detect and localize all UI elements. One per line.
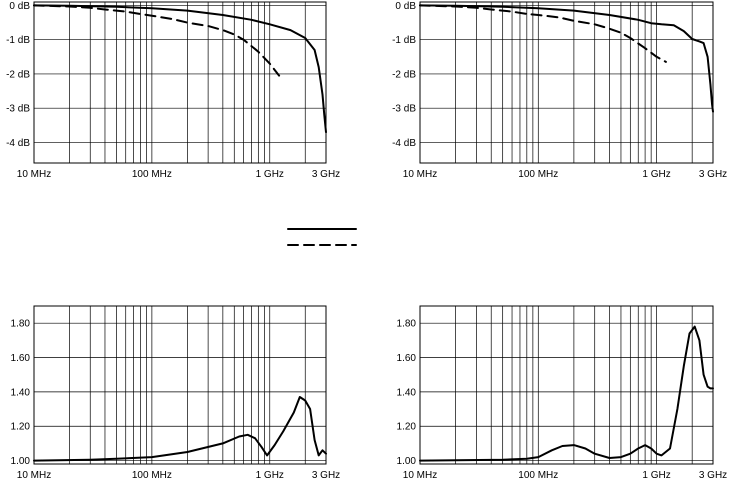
y-tick-label: 1.80 [397, 319, 417, 330]
y-tick-label: -1 dB [392, 35, 416, 46]
chart-bottom-right: 1.00 1.20 1.40 1.60 1.80 10 MHz 100 MHz 1 GHz 3 … [397, 305, 727, 481]
y-tick-label: 1.20 [397, 422, 417, 433]
x-tick-label: 1 GHz [642, 470, 670, 481]
x-tick-label: 1 GHz [642, 169, 670, 180]
series-line-solid [33, 4, 327, 134]
plot-frame [33, 305, 327, 465]
series-line-solid [419, 4, 714, 113]
x-tick-label: 100 MHz [132, 470, 172, 481]
y-tick-label: 1.00 [11, 456, 31, 467]
y-tick-label: -3 dB [392, 104, 416, 115]
y-tick-label: 1.00 [397, 456, 417, 467]
y-tick-label: 1.40 [11, 387, 31, 398]
x-tick-label: 1 GHz [256, 169, 284, 180]
y-tick-label: -2 dB [6, 69, 30, 80]
x-tick-label: 3 GHz [312, 169, 340, 180]
y-tick-label: 1.60 [397, 353, 417, 364]
x-tick-label: 10 MHz [403, 169, 437, 180]
chart-top-right: 0 dB -1 dB -2 dB -3 dB -4 dB 10 MHz 100 MHz 1 G… [392, 1, 727, 180]
plot-frame [419, 305, 714, 465]
x-tick-label: 3 GHz [312, 470, 340, 481]
y-tick-label: -2 dB [392, 69, 416, 80]
x-tick-label: 100 MHz [518, 470, 558, 481]
y-tick-label: -3 dB [6, 104, 30, 115]
x-tick-label: 100 MHz [518, 169, 558, 180]
y-tick-label: 1.40 [397, 387, 417, 398]
y-tick-label: -4 dB [6, 138, 30, 149]
chart-bottom-left: 1.00 1.20 1.40 1.60 1.80 10 MHz 100 MHz 1 GHz 3 … [11, 305, 340, 481]
y-tick-label: 1.60 [11, 353, 31, 364]
series-line-dashed [419, 4, 667, 63]
y-tick-label: 1.20 [11, 422, 31, 433]
plot-frame [419, 1, 714, 164]
x-tick-label: 100 MHz [132, 169, 172, 180]
series-line-solid [33, 396, 327, 462]
x-tick-label: 10 MHz [17, 470, 51, 481]
x-tick-label: 3 GHz [699, 169, 727, 180]
y-tick-label: -1 dB [6, 35, 30, 46]
chart-top-left: 0 dB -1 dB -2 dB -3 dB -4 dB 10 MHz 100 MHz 1 G… [6, 1, 340, 180]
y-tick-label: 0 dB [9, 1, 30, 12]
x-tick-label: 10 MHz [403, 470, 437, 481]
legend [287, 228, 357, 246]
y-tick-label: -4 dB [392, 138, 416, 149]
plot-frame [33, 1, 327, 164]
series-line-solid [419, 325, 714, 462]
y-tick-label: 0 dB [395, 1, 416, 12]
x-tick-label: 10 MHz [17, 169, 51, 180]
x-tick-label: 3 GHz [699, 470, 727, 481]
x-tick-label: 1 GHz [256, 470, 284, 481]
y-tick-label: 1.80 [11, 319, 31, 330]
series-line-dashed [33, 4, 281, 77]
